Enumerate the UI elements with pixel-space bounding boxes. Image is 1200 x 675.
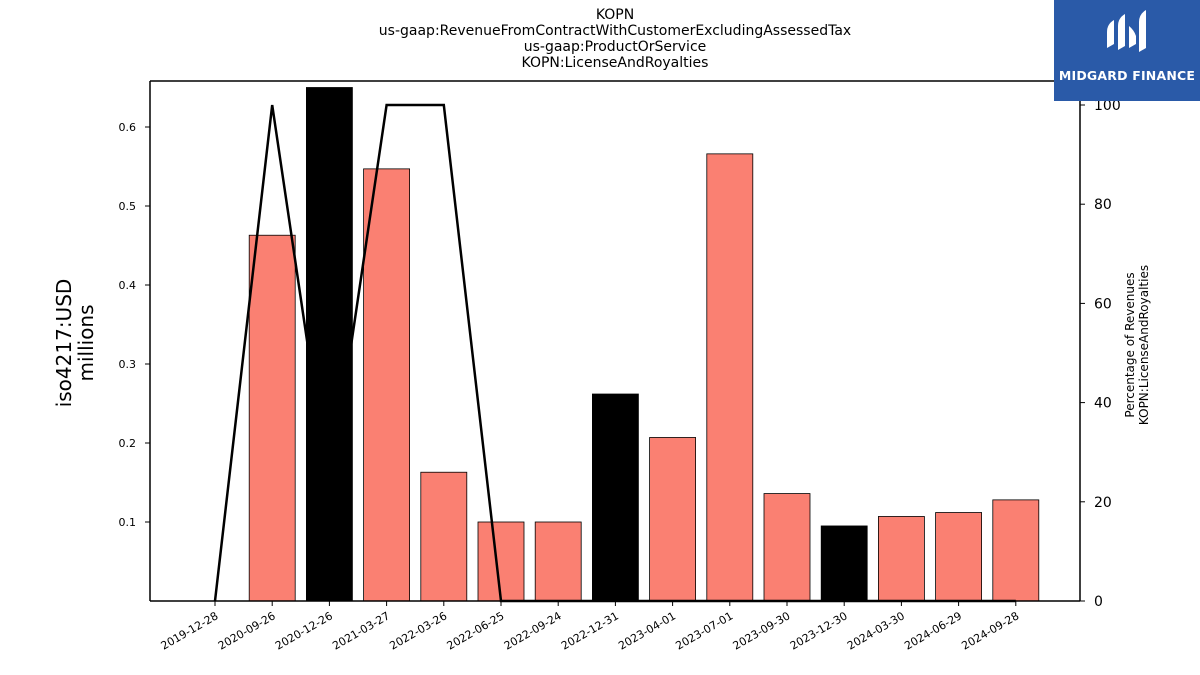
x-tick-label-2023-12-30: 2023-12-30 <box>788 609 850 652</box>
y2label-line-2: KOPN:LicenseAndRoyalties <box>1137 265 1151 425</box>
bar-2024-06-29 <box>935 512 982 602</box>
bar-2021-03-27 <box>363 168 411 602</box>
x-tick-label-2024-09-28: 2024-09-28 <box>959 609 1021 652</box>
x-tick-label-2022-06-25: 2022-06-25 <box>445 609 507 652</box>
y-tick-label-0.4: 0.4 <box>119 279 137 292</box>
y2-axis-label: Percentage of RevenuesKOPN:LicenseAndRoy… <box>1123 265 1151 425</box>
y2-tick-label-80: 80 <box>1094 197 1112 213</box>
x-tick-label-2023-09-30: 2023-09-30 <box>731 609 793 652</box>
x-tick-label-2021-03-27: 2021-03-27 <box>330 609 392 652</box>
x-tick-label-2022-09-24: 2022-09-24 <box>502 609 564 652</box>
bar-2023-09-30 <box>763 493 811 602</box>
bar-2022-12-31 <box>592 393 639 602</box>
midgard-finance-logo: MIDGARD FINANCE <box>1054 0 1200 101</box>
x-tick-label-2024-06-29: 2024-06-29 <box>902 609 964 652</box>
x-tick-label-2022-03-26: 2022-03-26 <box>387 609 449 652</box>
y-tick-label-0.5: 0.5 <box>119 200 137 213</box>
x-tick-label-2020-12-26: 2020-12-26 <box>273 609 335 652</box>
ylabel-line-2: millions <box>74 304 98 381</box>
y-tick-label-0.1: 0.1 <box>119 516 137 529</box>
y2-tick-label-100: 100 <box>1094 98 1121 114</box>
title-line-3: us-gaap:ProductOrService <box>523 39 707 55</box>
bar-2020-09-26 <box>248 234 296 602</box>
logo-text: MIDGARD FINANCE <box>1058 68 1196 83</box>
y2-tick-label-40: 40 <box>1094 396 1112 412</box>
bar-2022-06-25 <box>477 521 525 602</box>
ylabel-line-1: iso4217:USD <box>52 279 76 408</box>
x-tick-label-2019-12-28: 2019-12-28 <box>159 609 221 652</box>
bar-2023-04-01 <box>649 437 696 602</box>
bars-group <box>248 87 1040 602</box>
y2-tick-label-20: 20 <box>1094 495 1112 511</box>
bar-2022-09-24 <box>534 521 582 602</box>
y2-tick-label-0: 0 <box>1094 594 1103 610</box>
x-tick-label-2020-09-26: 2020-09-26 <box>216 609 278 652</box>
bar-2023-12-30 <box>820 525 868 602</box>
bar-2022-03-26 <box>420 471 468 602</box>
x-tick-label-2023-07-01: 2023-07-01 <box>673 609 735 652</box>
title-line-1: KOPN <box>595 7 635 23</box>
title-line-2: us-gaap:RevenueFromContractWithCustomerE… <box>378 23 852 39</box>
y-tick-label-0.2: 0.2 <box>119 437 137 450</box>
y-tick-label-0.3: 0.3 <box>119 358 137 371</box>
y-tick-label-0.6: 0.6 <box>119 121 137 134</box>
x-tick-label-2023-04-01: 2023-04-01 <box>616 609 678 652</box>
x-tick-label-2024-03-30: 2024-03-30 <box>845 609 907 652</box>
bar-2020-12-26 <box>305 87 353 602</box>
y-axis-label: iso4217:USDmillions <box>52 279 98 408</box>
x-tick-label-2022-12-31: 2022-12-31 <box>559 609 621 652</box>
title-line-4: KOPN:LicenseAndRoyalties <box>521 55 709 71</box>
bar-2023-07-01 <box>706 153 754 602</box>
logo-mark-icon <box>1107 10 1146 52</box>
y2-tick-label-60: 60 <box>1094 296 1112 312</box>
bar-2024-09-28 <box>992 499 1040 602</box>
y2label-line-1: Percentage of Revenues <box>1123 272 1137 417</box>
bar-2024-03-30 <box>878 516 925 602</box>
